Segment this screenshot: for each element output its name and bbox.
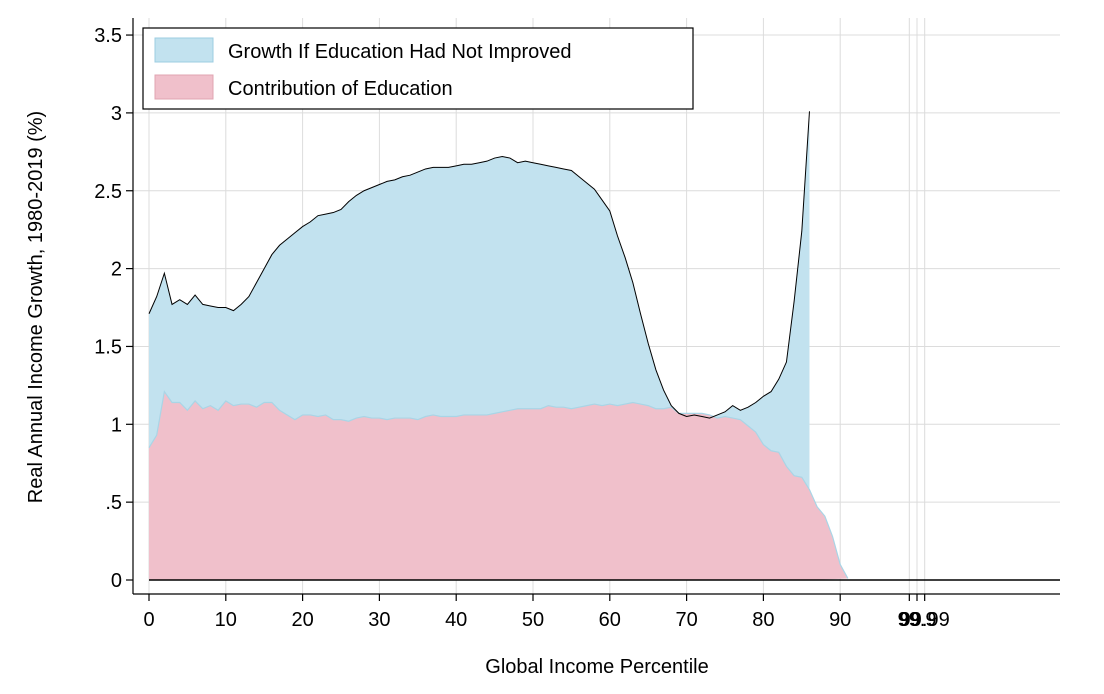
lines: [148, 111, 1060, 581]
y-tick-label: 2.5: [94, 181, 122, 203]
legend: Growth If Education Had Not Improved Con…: [142, 27, 694, 110]
legend-box: [142, 27, 694, 110]
legend-swatch-education: [154, 74, 214, 100]
x-axis-label: Global Income Percentile: [485, 656, 708, 678]
x-tick-label: 99.9: [898, 609, 937, 631]
legend-swatch-growth: [154, 37, 214, 63]
total-growth-line: [148, 111, 810, 419]
x-tick-label: 80: [752, 609, 774, 631]
x-tick-label: 99: [898, 609, 920, 631]
y-tick-label: .5: [105, 492, 122, 514]
x-tick-label: 30: [368, 609, 390, 631]
x-tick-label: 60: [599, 609, 621, 631]
y-tick-label: 3.5: [94, 25, 122, 47]
x-tick-label: 70: [675, 609, 697, 631]
legend-label-education: Contribution of Education: [228, 78, 453, 100]
x-tick-label: 50: [522, 609, 544, 631]
education-boundary-line: [148, 390, 849, 579]
y-tick-label: 3: [111, 103, 122, 125]
areas: [149, 111, 848, 580]
y-tick-label: 1: [111, 414, 122, 436]
y-axis-label: Real Annual Income Growth, 1980-2019 (%): [25, 111, 47, 503]
x-tick-label: 0: [143, 609, 154, 631]
x-tick-label: 90: [829, 609, 851, 631]
x-tick-label: 20: [291, 609, 313, 631]
y-tick-label: 2: [111, 259, 122, 281]
axes: [126, 18, 1060, 601]
legend-label-growth: Growth If Education Had Not Improved: [228, 41, 572, 63]
y-tick-labels: 0 .5 1 1.5 2 2.5 3 3.5: [94, 25, 122, 592]
x-tick-label: 10: [215, 609, 237, 631]
x-tick-label: 99.99: [900, 609, 950, 631]
x-tick-label: 40: [445, 609, 467, 631]
area-contribution-of-education: [149, 391, 848, 580]
y-tick-label: 1.5: [94, 336, 122, 358]
y-tick-label: 0: [111, 570, 122, 592]
